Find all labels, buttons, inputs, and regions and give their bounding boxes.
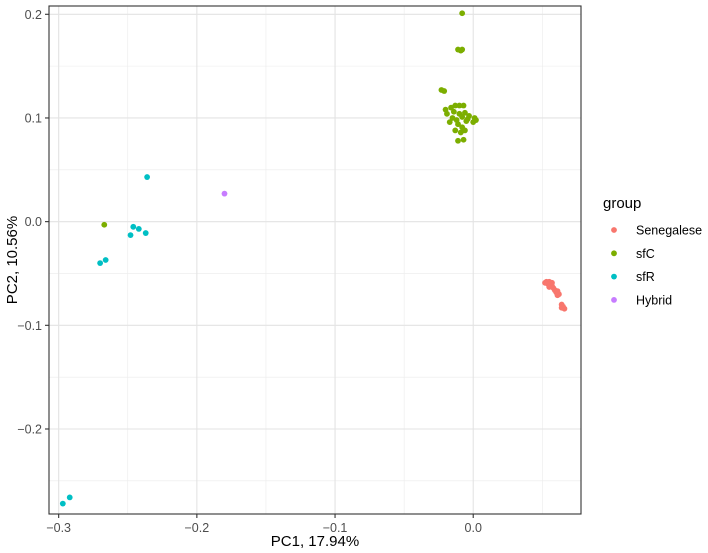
- point-senegalese: [554, 292, 561, 299]
- point-sfr: [135, 225, 142, 232]
- x-tick-label: −0.3: [46, 521, 71, 535]
- point-sfc: [441, 88, 448, 94]
- point-sfc: [446, 119, 453, 126]
- legend-key-sfr: [611, 273, 617, 280]
- grid-minor: [49, 6, 581, 514]
- point-sfc: [455, 137, 461, 144]
- point-sfc: [459, 10, 466, 17]
- point-sfc: [452, 127, 459, 134]
- legend-label-senegalese: Senegalese: [636, 224, 702, 238]
- point-sfr: [59, 500, 66, 507]
- point-sfc: [470, 119, 477, 126]
- point-sfr: [97, 260, 104, 267]
- point-senegalese: [542, 279, 548, 286]
- legend-key-sfc: [611, 250, 617, 257]
- point-sfc: [463, 118, 470, 124]
- point-sfc: [456, 102, 463, 109]
- point-sfc: [450, 108, 457, 115]
- point-sfr: [102, 257, 109, 263]
- point-sfc: [449, 115, 456, 121]
- panel-border: [48, 5, 582, 515]
- x-tick-label: −0.2: [185, 521, 210, 535]
- point-sfc: [460, 102, 467, 109]
- y-tick-label: 0.0: [25, 215, 42, 229]
- point-hybrid: [221, 190, 228, 197]
- point-sfc: [460, 136, 467, 143]
- legend-title: group: [603, 195, 641, 212]
- legend-label-sfr: sfR: [636, 270, 655, 284]
- point-sfc: [457, 47, 464, 54]
- point-sfr: [142, 230, 149, 236]
- y-axis: −0.2 −0.1 0.0 0.1 0.2: [17, 8, 49, 436]
- point-sfc: [452, 102, 459, 109]
- point-sfr: [66, 494, 73, 501]
- y-axis-title: PC2, 10.56%: [4, 216, 21, 304]
- y-tick-label: −0.2: [17, 422, 42, 436]
- point-senegalese: [549, 279, 555, 286]
- point-sfc: [101, 221, 108, 228]
- point-sfc: [455, 121, 461, 128]
- panel-background: [49, 6, 581, 514]
- legend-label-hybrid: Hybrid: [636, 293, 672, 307]
- data-points: [59, 10, 568, 507]
- point-sfr: [144, 174, 151, 180]
- point-sfr: [130, 223, 137, 230]
- legend: group Senegalese sfC sfR Hybrid: [603, 195, 702, 307]
- point-sfr: [127, 232, 134, 239]
- legend-label-sfc: sfC: [636, 247, 655, 261]
- x-tick-label: −0.1: [323, 521, 348, 535]
- y-tick-label: 0.1: [25, 111, 42, 125]
- legend-key-hybrid: [611, 297, 617, 303]
- point-sfc: [444, 110, 450, 117]
- y-tick-label: −0.1: [17, 319, 42, 333]
- x-tick-label: 0.0: [465, 521, 482, 535]
- point-sfc: [462, 109, 468, 116]
- legend-key-senegalese: [611, 227, 617, 233]
- x-axis: −0.3 −0.2 −0.1 0.0: [46, 514, 482, 535]
- grid-major: [49, 6, 581, 514]
- point-sfc: [459, 114, 466, 120]
- point-sfc: [462, 127, 468, 134]
- x-axis-title: PC1, 17.94%: [271, 533, 359, 550]
- plot-area: [48, 5, 582, 515]
- y-tick-label: 0.2: [25, 8, 42, 22]
- point-senegalese: [558, 304, 565, 311]
